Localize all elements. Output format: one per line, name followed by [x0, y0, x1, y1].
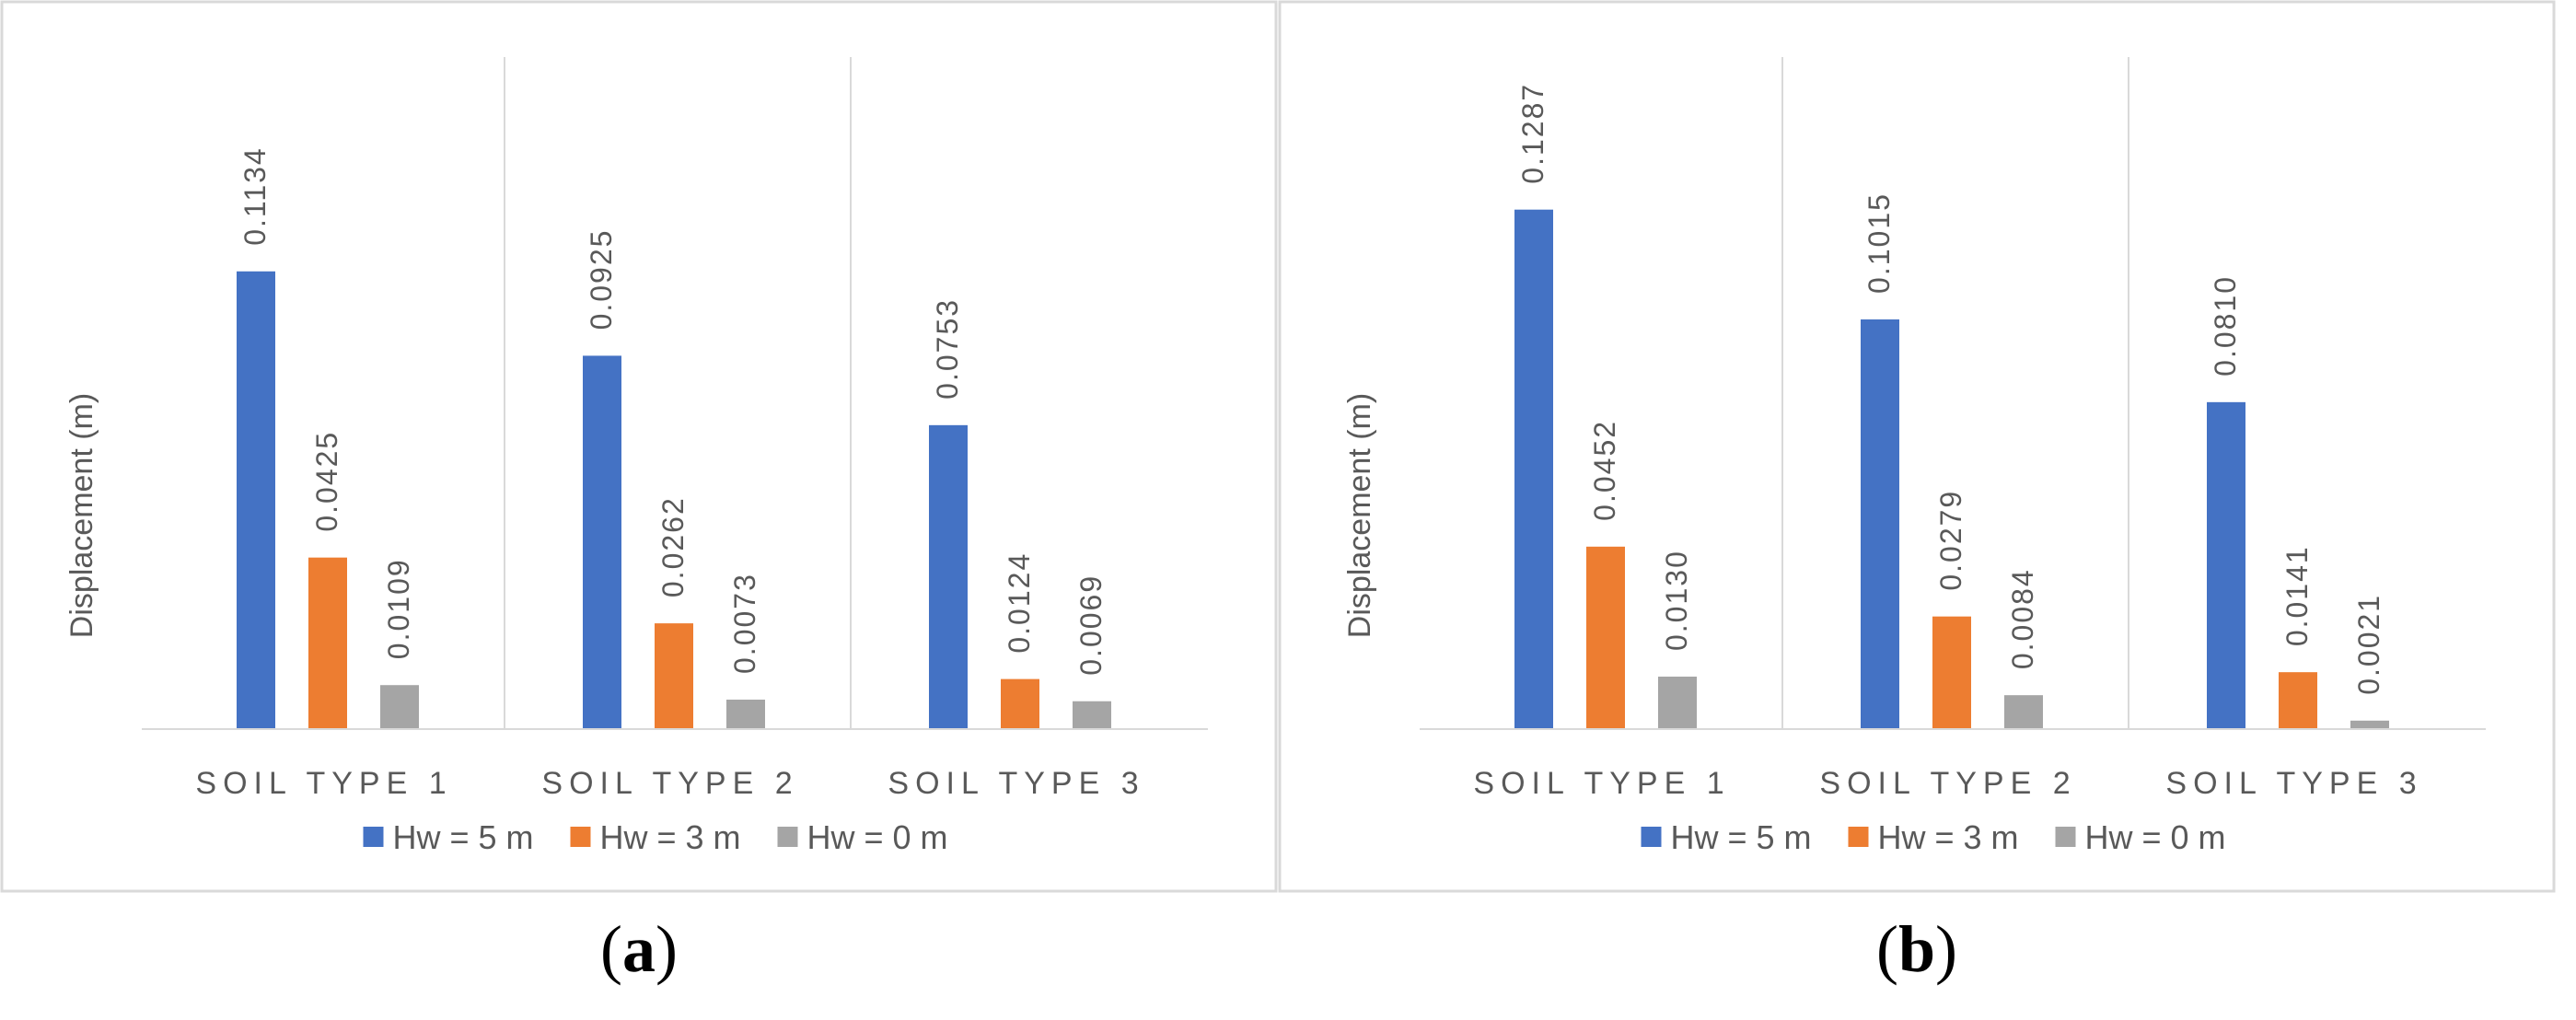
data-label: 0.1134 — [238, 146, 272, 246]
bar-hw-3-m-2 — [655, 623, 693, 729]
category-label: SOIL TYPE 2 — [541, 766, 798, 801]
data-label: 0.1287 — [1516, 83, 1549, 184]
bar-hw-5-m-1 — [1514, 209, 1553, 729]
category-label: SOIL TYPE 3 — [888, 766, 1144, 801]
panel-caption-a: (a) — [600, 912, 678, 986]
data-label: 0.1015 — [1862, 192, 1896, 294]
data-label: 0.0109 — [382, 558, 415, 659]
bar-hw-3-m-3 — [1001, 678, 1039, 729]
legend-swatch — [777, 827, 798, 847]
data-label: 0.0925 — [585, 229, 618, 330]
bar-hw-0-m-3 — [2350, 720, 2389, 729]
bar-hw-5-m-1 — [237, 271, 275, 729]
data-label: 0.0073 — [728, 573, 761, 674]
legend-swatch — [2055, 827, 2076, 847]
bar-hw-0-m-1 — [1658, 677, 1697, 729]
bar-hw-3-m-1 — [1586, 546, 1625, 729]
bar-hw-5-m-2 — [583, 355, 621, 729]
bar-hw-5-m-2 — [1861, 319, 1899, 729]
bar-hw-0-m-2 — [726, 699, 765, 729]
data-label: 0.0810 — [2209, 275, 2242, 377]
data-label: 0.0124 — [1003, 552, 1036, 654]
bar-hw-3-m-1 — [308, 557, 347, 729]
legend-label: Hw = 0 m — [807, 818, 948, 856]
legend-swatch — [570, 827, 591, 847]
legend-label: Hw = 3 m — [1878, 818, 2019, 856]
figure-panel-a: 0.1134 0.0925 0.0753 0.0425 0.0262 0.0124 0.01… — [0, 0, 1278, 1020]
data-label: 0.0021 — [2352, 594, 2385, 695]
category-label: SOIL TYPE 1 — [195, 766, 452, 801]
data-label: 0.0069 — [1074, 574, 1108, 676]
legend-label: Hw = 0 m — [2085, 818, 2226, 856]
caption-letter: b — [1897, 912, 1936, 986]
data-label: 0.0425 — [310, 431, 343, 532]
bar-hw-3-m-3 — [2279, 672, 2317, 729]
legend: Hw = 5 m Hw = 3 m Hw = 0 m — [1641, 818, 2226, 856]
legend-label: Hw = 3 m — [600, 818, 741, 856]
bar-hw-3-m-2 — [1932, 616, 1971, 729]
y-axis-title: Displacement (m) — [1342, 393, 1377, 638]
figure-panel-b: 0.1287 0.1015 0.0810 0.0452 0.0279 0.0141 0.01… — [1278, 0, 2556, 1020]
data-label: 0.0262 — [656, 496, 690, 597]
data-label: 0.0141 — [2280, 545, 2314, 646]
bar-hw-0-m-1 — [380, 685, 419, 729]
bar-hw-5-m-3 — [929, 424, 968, 729]
bar-hw-0-m-2 — [2004, 695, 2043, 729]
legend-swatch — [1641, 827, 1662, 847]
bar-hw-5-m-3 — [2207, 401, 2245, 729]
legend-swatch — [363, 827, 384, 847]
bar-chart-a: 0.1134 0.0925 0.0753 0.0425 0.0262 0.0124 0.01… — [0, 0, 1278, 893]
legend-label: Hw = 5 m — [1671, 818, 1812, 856]
caption-letter: a — [622, 912, 656, 986]
y-axis-title: Displacement (m) — [64, 393, 99, 638]
category-label: SOIL TYPE 1 — [1473, 766, 1730, 801]
data-label: 0.0084 — [2006, 568, 2039, 669]
category-label: SOIL TYPE 3 — [2165, 766, 2422, 801]
bar-chart-b: 0.1287 0.1015 0.0810 0.0452 0.0279 0.0141 0.01… — [1278, 0, 2556, 893]
data-label: 0.0130 — [1660, 550, 1693, 651]
panel-caption-b: (b) — [1875, 912, 1957, 986]
category-label: SOIL TYPE 2 — [1819, 766, 2076, 801]
data-label: 0.0279 — [1934, 490, 1967, 591]
data-label: 0.0753 — [931, 298, 964, 400]
legend: Hw = 5 m Hw = 3 m Hw = 0 m — [363, 818, 948, 856]
chart-frame-border — [0, 0, 1278, 893]
chart-container: 0.1134 0.0925 0.0753 0.0425 0.0262 0.0124 0.01… — [0, 0, 1278, 893]
legend-label: Hw = 5 m — [393, 818, 534, 856]
chart-container: 0.1287 0.1015 0.0810 0.0452 0.0279 0.0141 0.01… — [1278, 0, 2556, 893]
bar-hw-0-m-3 — [1073, 701, 1111, 729]
data-label: 0.0452 — [1588, 420, 1621, 521]
legend-swatch — [1848, 827, 1869, 847]
chart-frame-border — [1278, 0, 2556, 893]
